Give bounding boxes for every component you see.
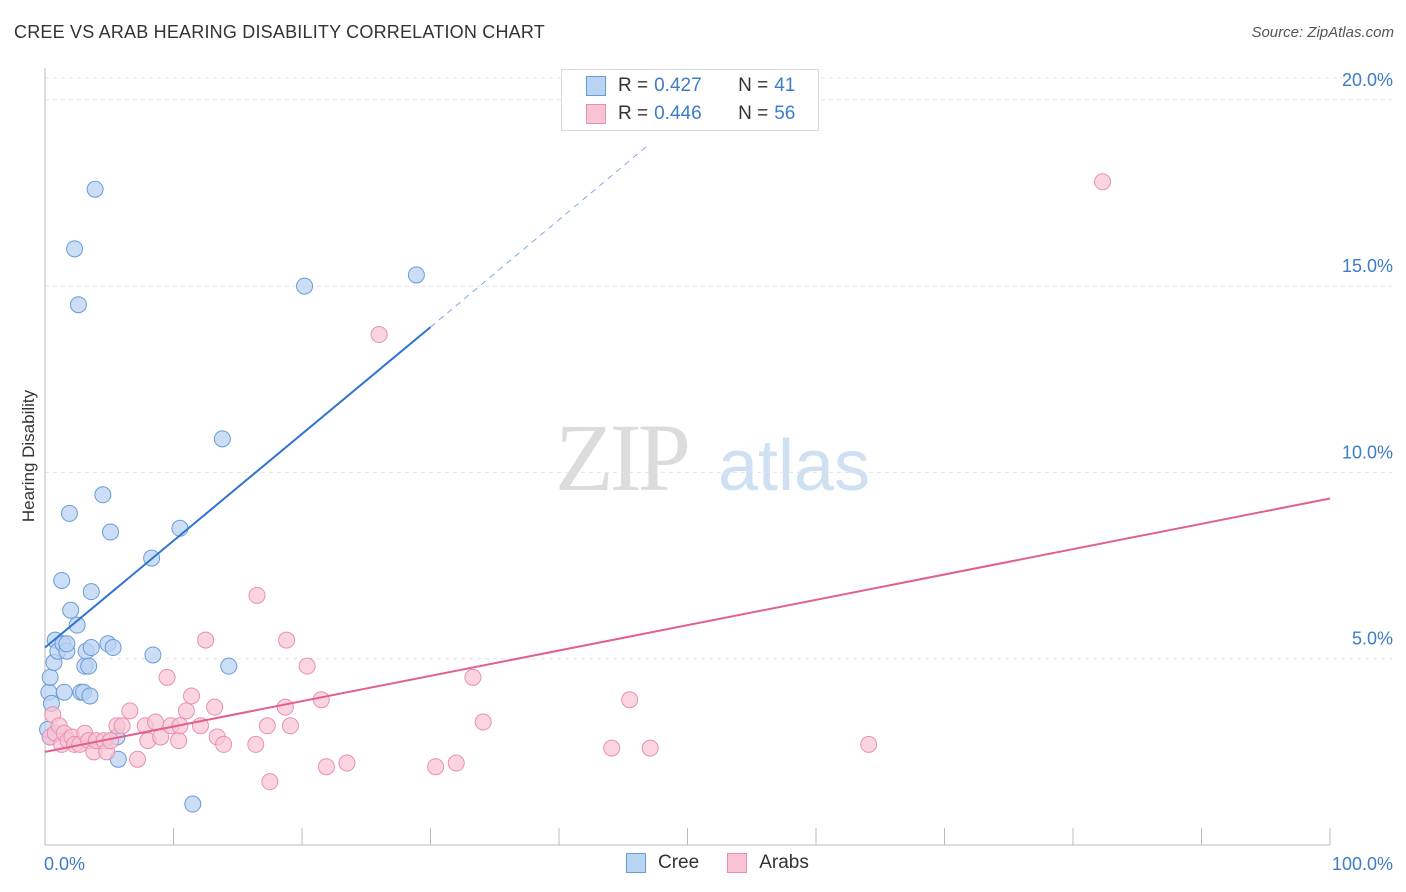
arabs-point	[312, 691, 330, 709]
arabs-swatch	[586, 104, 606, 124]
arabs-point	[281, 717, 299, 735]
arabs-point	[158, 668, 176, 686]
cree-point	[41, 668, 59, 686]
arabs-point	[247, 735, 265, 753]
watermark: ZIP atlas	[555, 404, 870, 511]
cree-point	[68, 616, 86, 634]
cree-point	[184, 795, 202, 813]
y-tick-label: 20.0%	[1342, 70, 1393, 90]
y-axis-label: Hearing Disability	[19, 389, 38, 522]
cree-point	[81, 687, 99, 705]
arabs-point	[603, 739, 621, 757]
arabs-point	[206, 698, 224, 716]
legend-row-arabs: R = 0.446 N = 56	[586, 102, 844, 126]
y-tick-label: 5.0%	[1352, 629, 1393, 649]
cree-point	[86, 180, 104, 198]
cree-point	[60, 504, 78, 522]
legend-label-cree: Cree	[658, 852, 700, 873]
cree-point	[144, 646, 162, 664]
n-value: 41	[774, 75, 796, 96]
cree-point	[62, 601, 80, 619]
cree-point	[171, 519, 189, 537]
x-tick-labels: 0.0% 100.0%	[44, 854, 1393, 874]
arabs-point	[370, 326, 388, 344]
watermark-atlas: atlas	[718, 426, 870, 506]
arabs-points	[41, 173, 1112, 791]
cree-points	[39, 180, 425, 813]
cree-swatch	[626, 853, 646, 873]
chart-title: CREE VS ARAB HEARING DISABILITY CORRELAT…	[14, 22, 545, 42]
arabs-point	[1094, 173, 1112, 191]
cree-point	[102, 523, 120, 541]
cree-point	[104, 639, 122, 657]
cree-point	[80, 657, 98, 675]
cree-point	[220, 657, 238, 675]
r-value: 0.427	[654, 75, 702, 96]
series-legend: Cree Arabs	[626, 852, 837, 874]
arabs-point	[317, 758, 335, 776]
arabs-point	[276, 698, 294, 716]
legend-item-cree[interactable]: Cree	[626, 852, 699, 874]
arabs-point	[474, 713, 492, 731]
cree-point	[66, 240, 84, 258]
n-label: N =	[738, 103, 769, 124]
arabs-point	[447, 754, 465, 772]
correlation-legend: R = 0.427 N = 41 R = 0.446 N = 56	[561, 69, 819, 131]
r-label: R =	[618, 103, 649, 124]
arabs-point	[215, 735, 233, 753]
arabs-point	[113, 717, 131, 735]
cree-point	[94, 486, 112, 504]
cree-point	[82, 639, 100, 657]
arabs-point	[338, 754, 356, 772]
y-tick-label: 15.0%	[1342, 256, 1393, 276]
cree-swatch	[586, 76, 606, 96]
arabs-point	[298, 657, 316, 675]
cree-point	[82, 583, 100, 601]
cree-point	[55, 683, 73, 701]
cree-trend-line	[44, 326, 432, 649]
n-value: 56	[774, 103, 796, 124]
x-tick-label: 100.0%	[1332, 854, 1393, 874]
y-tick-label: 10.0%	[1342, 442, 1393, 462]
arabs-point	[197, 631, 215, 649]
cree-point	[296, 277, 314, 295]
arabs-point	[261, 773, 279, 791]
arabs-point	[147, 713, 165, 731]
cree-point	[407, 266, 425, 284]
arabs-point	[641, 739, 659, 757]
y-tick-labels: 5.0% 10.0% 15.0% 20.0%	[1342, 70, 1393, 649]
arabs-point	[258, 717, 276, 735]
arabs-point	[860, 735, 878, 753]
arabs-point	[170, 732, 188, 750]
legend-item-arabs[interactable]: Arabs	[727, 852, 809, 874]
legend-row-cree: R = 0.427 N = 41	[586, 74, 844, 98]
cree-point	[69, 296, 87, 314]
n-label: N =	[738, 75, 769, 96]
arabs-point	[427, 758, 445, 776]
cree-point	[58, 635, 76, 653]
cree-point	[53, 571, 71, 589]
arabs-point	[129, 750, 147, 768]
gridlines	[45, 77, 1392, 660]
r-label: R =	[618, 75, 649, 96]
cree-trend-extension	[430, 144, 650, 328]
axes	[44, 68, 1331, 846]
x-tick-label: 0.0%	[44, 854, 85, 874]
arabs-point	[278, 631, 296, 649]
legend-label-arabs: Arabs	[759, 852, 809, 873]
r-value: 0.446	[654, 103, 702, 124]
watermark-zip: ZIP	[555, 404, 688, 511]
source-label: Source: ZipAtlas.com	[1251, 24, 1394, 41]
arabs-point	[177, 702, 195, 720]
arabs-swatch	[727, 853, 748, 873]
cree-point	[213, 430, 231, 448]
arabs-point	[121, 702, 139, 720]
arabs-trend-line	[44, 497, 1331, 753]
arabs-point	[248, 586, 266, 604]
arabs-point	[621, 691, 639, 709]
arabs-point	[464, 668, 482, 686]
arabs-point	[182, 687, 200, 705]
trend-lines	[44, 144, 1331, 753]
